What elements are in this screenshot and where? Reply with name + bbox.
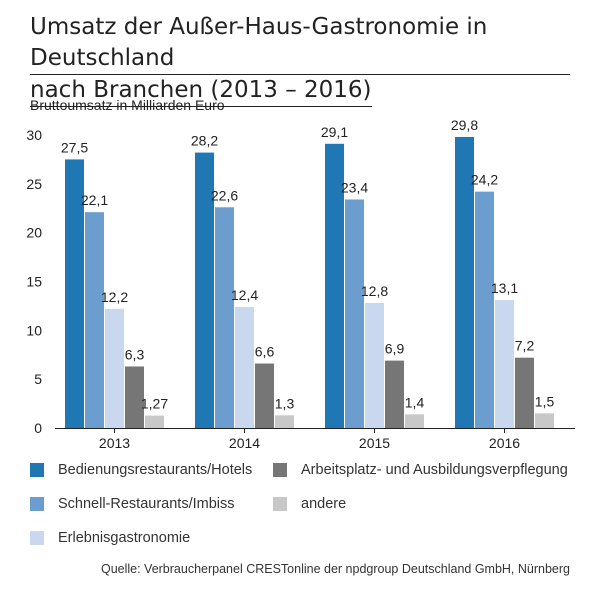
bar [495,300,514,428]
x-tick-label: 2014 [229,435,260,451]
bar [275,415,294,428]
bar-value-label: 29,8 [451,117,478,133]
y-tick-label: 30 [26,127,42,143]
bar [235,306,254,428]
legend-swatch [273,497,287,511]
bar [325,143,344,429]
y-tick-label: 5 [34,371,42,387]
legend-item-erlebnisgastronomie: Erlebnisgastronomie [30,530,190,546]
bar-chart: 0 5 10 15 20 25 30 27,5 22,1 12,2 6,3 1,27 28,2 22,6… [26,117,575,451]
bar [405,414,424,428]
bar-value-label: 12,4 [231,287,258,303]
legend-item-schnell-restaurants: Schnell-Restaurants/Imbiss [30,496,235,512]
legend-swatch [30,497,44,511]
legend-swatch [30,531,44,545]
bar [345,199,364,428]
x-tick-label: 2016 [489,435,520,451]
bar-value-label: 13,1 [491,280,518,296]
y-tick-label: 20 [26,225,42,241]
bar-value-label: 1,4 [405,394,425,410]
bar [65,159,84,428]
y-axis-label: Bruttoumsatz in Milliarden Euro [30,97,225,113]
legend-label: Schnell-Restaurants/Imbiss [58,496,235,512]
chart-title-line2: nach Branchen (2013 – 2016) [30,75,372,107]
y-tick-label: 15 [26,274,42,290]
bar [455,136,474,428]
data-labels: 27,5 22,1 12,2 6,3 1,27 28,2 22,6 12,4 6,6 1,3 29,… [61,117,555,412]
bar-value-label: 6,6 [255,344,275,360]
bar [195,152,214,428]
legend-label: Erlebnisgastronomie [58,530,191,546]
x-tick-label: 2015 [359,435,390,451]
bar [255,363,274,428]
bar [535,413,554,428]
x-tick-label: 2013 [99,435,130,451]
chart-title-line1: Umsatz der Außer-Haus-Gastronomie in Deu… [30,12,570,75]
bar-value-label: 6,3 [125,346,145,362]
bar-value-label: 1,3 [275,395,295,411]
legend: Bedienungsrestaurants/Hotels Schnell-Res… [30,462,590,552]
bar-value-label: 22,1 [81,192,108,208]
bar [215,207,234,428]
bar [85,212,104,428]
bar [365,302,384,428]
bar [125,366,144,428]
bar-value-label: 12,2 [101,289,128,305]
x-axis-ticks: 2013 2014 2015 2016 [99,428,520,451]
y-tick-label: 25 [26,176,42,192]
bar-value-label: 24,2 [471,172,498,188]
legend-label: Bedienungsrestaurants/Hotels [58,462,253,478]
legend-swatch [273,463,287,477]
bar-value-label: 1,5 [535,393,555,409]
bar-value-label: 23,4 [341,179,368,195]
legend-swatch [30,463,44,477]
y-axis-ticks: 0 5 10 15 20 25 30 [26,127,42,436]
bars [65,136,554,429]
y-tick-label: 10 [26,322,42,338]
chart-title: Umsatz der Außer-Haus-Gastronomie in Deu… [30,12,570,107]
bar-value-label: 27,5 [61,139,88,155]
legend-label: andere [301,496,347,512]
bar-value-label: 6,9 [385,341,405,357]
y-tick-label: 0 [34,420,42,436]
bar [105,308,124,428]
bar [475,191,494,428]
bar-value-label: 7,2 [515,338,535,354]
legend-item-arbeitsplatz: Arbeitsplatz- und Ausbildungsverpflegung [273,462,568,478]
source-note: Quelle: Verbraucherpanel CRESTonline der… [100,562,570,576]
bar [515,357,534,428]
legend-label: Arbeitsplatz- und Ausbildungsverpflegung [301,462,568,478]
bar [145,415,164,428]
bar-value-label: 22,6 [211,187,238,203]
bar [385,360,404,428]
legend-item-andere: andere [273,496,346,512]
bar-value-label: 1,27 [141,396,168,412]
bar-value-label: 12,8 [361,283,388,299]
bar-value-label: 28,2 [191,133,218,149]
legend-item-bedienungsrestaurants: Bedienungsrestaurants/Hotels [30,462,252,478]
bar-value-label: 29,1 [321,124,348,140]
